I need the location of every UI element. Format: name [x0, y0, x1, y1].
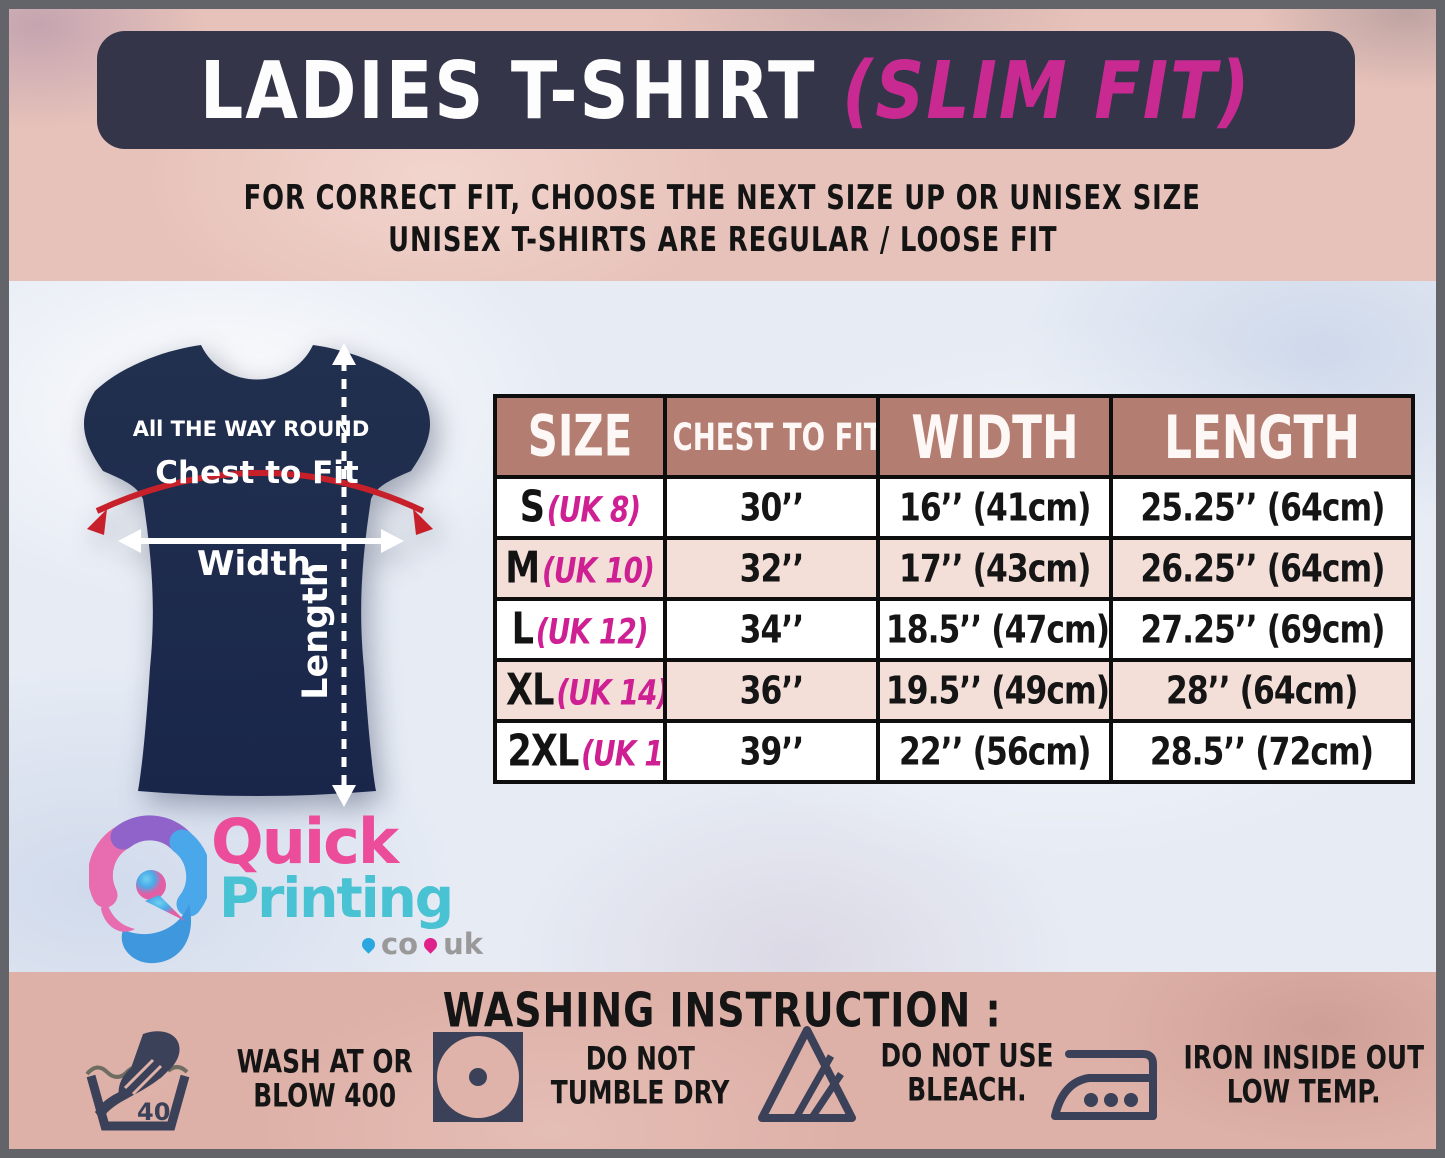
- logo-word-quick: Quick: [211, 805, 399, 878]
- fit-note-line2: UNISEX T-SHIRTS ARE REGULAR / LOOSE FIT: [387, 219, 1058, 260]
- do-not-bleach-icon: [758, 1026, 856, 1122]
- title-banner: LADIES T-SHIRT (SLIM FIT): [97, 31, 1355, 149]
- page-title-main: LADIES T-SHIRT: [200, 43, 843, 137]
- washing-instructions-title: WASHING INSTRUCTION :: [443, 983, 1002, 1039]
- width-cell: 18.5’’ (47cm): [876, 597, 1113, 662]
- all-the-way-round-label: All THE WAY ROUND: [133, 417, 370, 441]
- chest-measure-arc: [95, 470, 425, 514]
- logo-suffix-co: co: [380, 927, 419, 961]
- chest-arc-right-arrowhead: [413, 509, 433, 535]
- blue-droplet-icon: [359, 934, 378, 954]
- table-row: S (UK 8) 30’’ 16’’ (41cm) 25.25’’ (64cm): [493, 475, 1415, 540]
- iron-inside-out-low-icon: [1051, 1050, 1157, 1120]
- width-arrow-left-head: [118, 529, 141, 553]
- washing-item-no-bleach: DO NOT USE BLEACH.: [757, 1022, 1061, 1126]
- washing-item-iron-low: IRON INSIDE OUT LOW TEMP.: [1051, 1028, 1434, 1124]
- size-cell: S (UK 8): [493, 475, 667, 540]
- main-section: All THE WAY ROUND Chest to Fit Width Len…: [9, 281, 1436, 972]
- size-cell: M (UK 10): [493, 536, 667, 601]
- length-label: Length: [296, 562, 336, 700]
- size-cell: L (UK 12): [493, 597, 667, 662]
- chest-arc-left-arrowhead: [87, 509, 107, 535]
- width-cell: 16’’ (41cm): [876, 475, 1113, 540]
- chest-cell: 30’’: [663, 475, 880, 540]
- column-header-size: SIZE: [493, 394, 667, 479]
- column-header-length: LENGTH: [1109, 394, 1415, 479]
- chest-cell: 32’’: [663, 536, 880, 601]
- logo-suffix-uk: uk: [443, 927, 483, 961]
- size-cell: 2XL(UK 16): [493, 719, 667, 784]
- do-not-tumble-dry-icon: [433, 1032, 523, 1122]
- chest-cell: 39’’: [663, 719, 880, 784]
- chest-to-fit-label: Chest to Fit: [155, 455, 359, 491]
- hand-wash-40-icon: 40°: [85, 1031, 190, 1131]
- width-cell: 22’’ (56cm): [876, 719, 1113, 784]
- length-cell: 26.25’’ (64cm): [1109, 536, 1415, 601]
- brand-logo: Quick Printing co uk: [89, 811, 489, 981]
- table-row: M (UK 10) 32’’ 17’’ (43cm) 26.25’’ (64cm): [493, 536, 1415, 601]
- width-cell: 19.5’’ (49cm): [876, 658, 1113, 723]
- length-cell: 25.25’’ (64cm): [1109, 475, 1415, 540]
- washing-item-label: DO NOT USE BLEACH.: [880, 1037, 1054, 1109]
- tshirt-measurement-diagram: All THE WAY ROUND Chest to Fit Width Len…: [71, 333, 451, 811]
- header-section: LADIES T-SHIRT (SLIM FIT) FOR CORRECT FI…: [9, 9, 1436, 281]
- tshirt-illustration-icon: All THE WAY ROUND Chest to Fit Width Len…: [83, 343, 433, 807]
- washing-item-no-tumble-dry: DO NOT TUMBLE DRY: [429, 1028, 737, 1126]
- washing-item-label: DO NOT TUMBLE DRY: [550, 1040, 730, 1112]
- length-cell: 27.25’’ (69cm): [1109, 597, 1415, 662]
- table-header-row: SIZE CHEST TO FIT WIDTH LENGTH: [493, 394, 1415, 479]
- width-cell: 17’’ (43cm): [876, 536, 1113, 601]
- washing-instructions-section: WASHING INSTRUCTION : 40° WASH AT OR BLO…: [9, 972, 1436, 1149]
- length-arrow-bottom-head: [332, 785, 356, 807]
- table-row: XL (UK 14) 36’’ 19.5’’ (49cm) 28’’ (64cm): [493, 658, 1415, 723]
- chest-cell: 36’’: [663, 658, 880, 723]
- column-header-width: WIDTH: [876, 394, 1113, 479]
- pink-droplet-icon: [421, 934, 440, 954]
- washing-item-label: WASH AT OR BLOW 400: [236, 1043, 413, 1115]
- length-arrow-top-head: [332, 343, 356, 365]
- washing-item-hand-wash: 40° WASH AT OR BLOW 400: [81, 1028, 420, 1132]
- table-row: 2XL(UK 16) 39’’ 22’’ (56cm) 28.5’’ (72cm…: [493, 719, 1415, 784]
- width-label: Width: [197, 544, 311, 584]
- size-cell: XL (UK 14): [493, 658, 667, 723]
- length-cell: 28.5’’ (72cm): [1109, 719, 1415, 784]
- table-row: L (UK 12) 34’’ 18.5’’ (47cm) 27.25’’ (69c…: [493, 597, 1415, 662]
- fit-note-line1: FOR CORRECT FIT, CHOOSE THE NEXT SIZE UP…: [243, 177, 1202, 218]
- quickprinting-q-icon: [89, 815, 207, 964]
- wash-temp-label: 40°: [137, 1098, 182, 1126]
- length-cell: 28’’ (64cm): [1109, 658, 1415, 723]
- width-arrow-right-head: [381, 529, 404, 553]
- logo-word-printing: Printing: [219, 866, 454, 930]
- column-header-chest: CHEST TO FIT: [663, 394, 880, 479]
- logo-domain-suffix: co uk: [211, 927, 489, 961]
- size-chart-table: SIZE CHEST TO FIT WIDTH LENGTH S (UK 8) 3…: [493, 394, 1415, 784]
- brand-logo-text: Quick Printing co uk: [211, 805, 489, 962]
- page-title: LADIES T-SHIRT (SLIM FIT): [200, 44, 1252, 137]
- chest-cell: 34’’: [663, 597, 880, 662]
- washing-item-label: IRON INSIDE OUT LOW TEMP.: [1183, 1039, 1425, 1111]
- page-title-accent: (SLIM FIT): [842, 43, 1252, 137]
